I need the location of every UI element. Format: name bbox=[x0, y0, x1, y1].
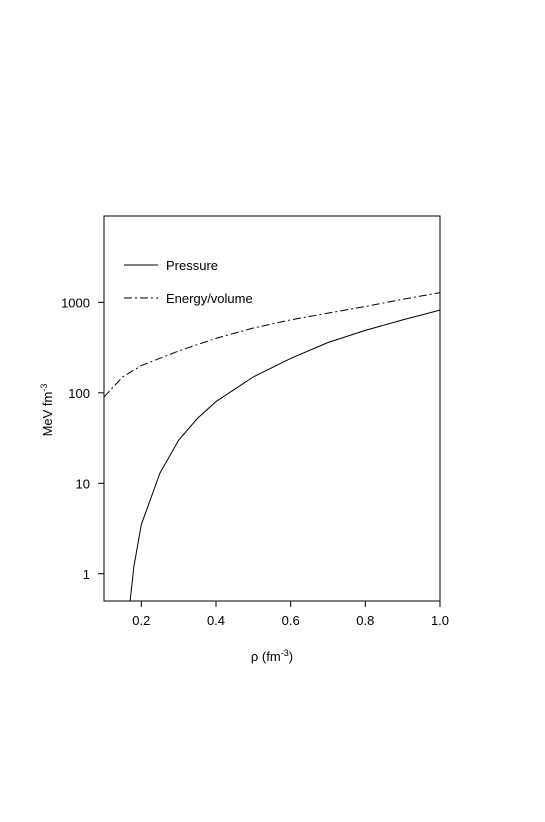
x-tick-label: 0.2 bbox=[132, 613, 150, 628]
y-label-main: MeV fm bbox=[40, 392, 55, 437]
y-tick-label: 10 bbox=[76, 476, 90, 491]
legend-label: Energy/volume bbox=[166, 291, 253, 306]
line-series bbox=[104, 292, 440, 398]
x-label-end: ) bbox=[289, 649, 293, 664]
x-axis-label: ρ (fm-3) bbox=[251, 648, 293, 664]
y-label-sup: -3 bbox=[39, 384, 49, 392]
y-axis-label: MeV fm-3 bbox=[39, 384, 55, 437]
plot-frame bbox=[103, 215, 441, 602]
y-tick-label: 1000 bbox=[61, 295, 90, 310]
y-tick-label: 100 bbox=[68, 386, 90, 401]
x-label-main: ρ (fm bbox=[251, 649, 281, 664]
x-tick-label: 0.6 bbox=[282, 613, 300, 628]
x-tick-label: 0.4 bbox=[207, 613, 225, 628]
x-label-sup: -3 bbox=[281, 648, 289, 658]
x-tick-label: 0.8 bbox=[356, 613, 374, 628]
y-tick-label: 1 bbox=[83, 567, 90, 582]
line-series bbox=[129, 309, 440, 601]
legend-label: Pressure bbox=[166, 258, 218, 273]
x-tick-label: 1.0 bbox=[431, 613, 449, 628]
